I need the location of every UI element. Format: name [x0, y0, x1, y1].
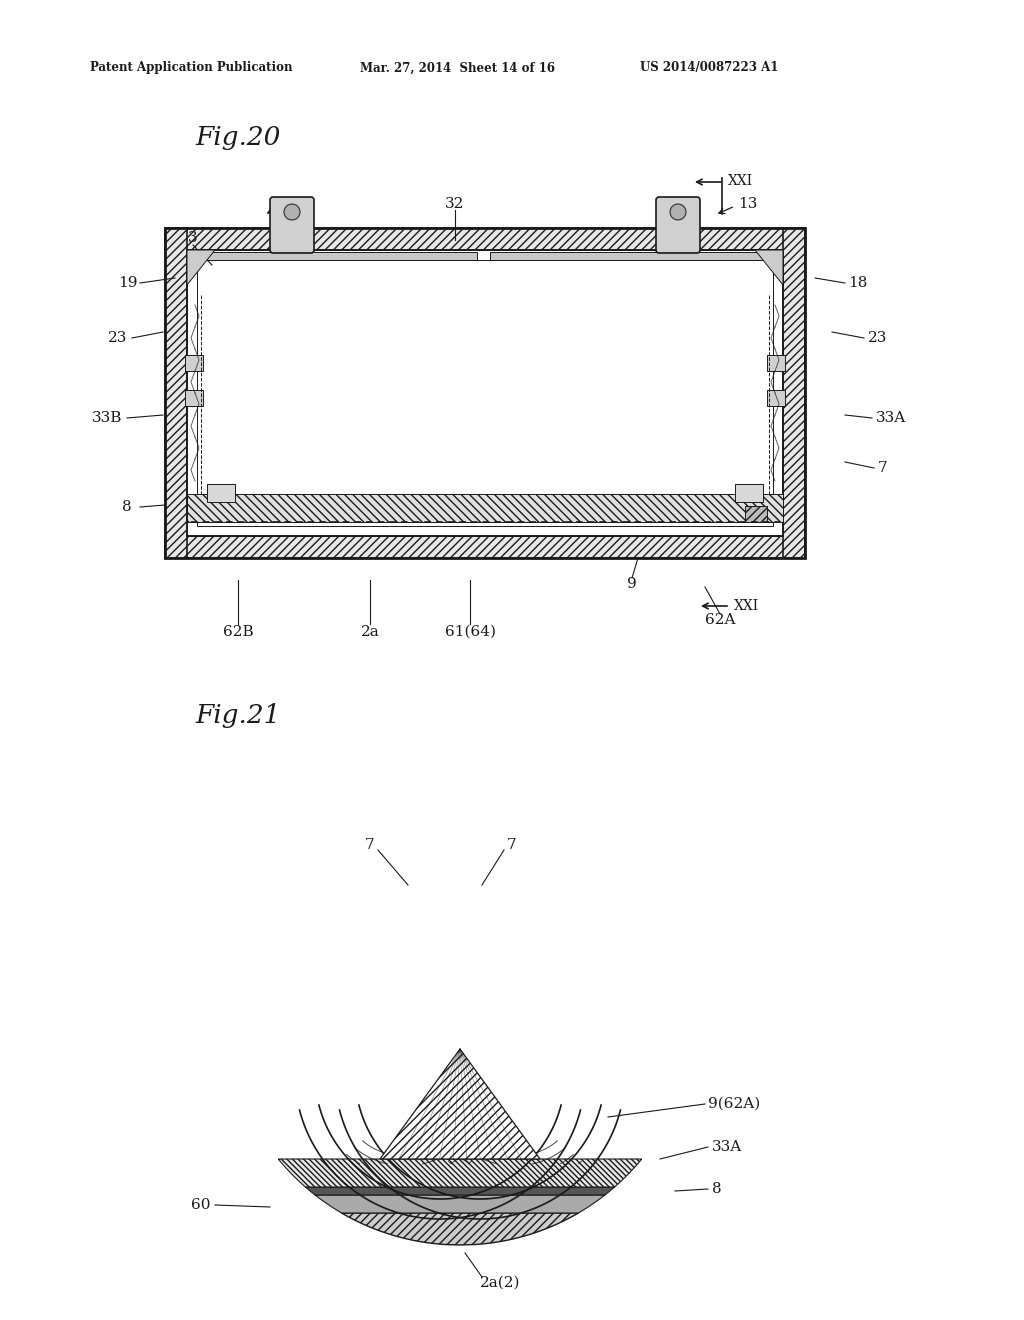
Text: 2a: 2a	[360, 624, 379, 639]
Text: 33A: 33A	[712, 1140, 742, 1154]
Text: XXI: XXI	[734, 599, 759, 612]
Text: Fig.20: Fig.20	[195, 125, 281, 150]
Bar	[187, 249, 783, 536]
Polygon shape	[380, 1049, 540, 1159]
Text: 7: 7	[366, 838, 375, 851]
Bar	[165, 228, 187, 558]
Polygon shape	[342, 1213, 579, 1245]
Bar	[783, 228, 805, 558]
Text: 33A: 33A	[876, 411, 906, 425]
Text: 62A: 62A	[705, 612, 735, 627]
Bar	[165, 536, 805, 558]
Text: US 2014/0087223 A1: US 2014/0087223 A1	[640, 62, 778, 74]
Text: 23: 23	[109, 331, 128, 345]
Bar	[783, 228, 805, 558]
Text: 23: 23	[868, 331, 888, 345]
Text: XXI: XXI	[728, 174, 753, 187]
Text: 33B: 33B	[92, 411, 122, 425]
Bar	[165, 228, 805, 249]
Bar	[767, 389, 785, 407]
Text: 60: 60	[190, 1199, 210, 1212]
Bar	[197, 260, 773, 525]
Text: 14: 14	[283, 197, 302, 211]
Text: 62B: 62B	[222, 624, 253, 639]
Bar	[745, 506, 767, 521]
Bar	[187, 494, 783, 521]
Polygon shape	[279, 1159, 642, 1187]
Bar	[185, 389, 203, 407]
FancyBboxPatch shape	[656, 197, 700, 253]
Polygon shape	[315, 1195, 605, 1213]
FancyBboxPatch shape	[270, 197, 314, 253]
Text: 2a(2): 2a(2)	[480, 1276, 520, 1290]
Text: 19: 19	[118, 276, 138, 290]
Circle shape	[225, 775, 695, 1245]
Bar	[165, 228, 187, 558]
Bar	[165, 228, 805, 249]
Text: 8: 8	[122, 500, 132, 513]
Bar	[165, 228, 805, 558]
Text: 7: 7	[507, 838, 517, 851]
Text: 3: 3	[188, 231, 198, 246]
Polygon shape	[187, 249, 215, 285]
Bar	[735, 484, 763, 502]
Text: 7: 7	[878, 461, 888, 475]
Text: Patent Application Publication: Patent Application Publication	[90, 62, 293, 74]
Bar	[490, 252, 776, 260]
Bar	[185, 355, 203, 371]
Text: 9(62A): 9(62A)	[708, 1097, 760, 1111]
Circle shape	[670, 205, 686, 220]
Bar	[165, 536, 805, 558]
Bar	[189, 252, 477, 260]
Text: 9: 9	[627, 577, 637, 591]
Text: Mar. 27, 2014  Sheet 14 of 16: Mar. 27, 2014 Sheet 14 of 16	[360, 62, 555, 74]
Polygon shape	[755, 249, 783, 285]
Bar	[767, 355, 785, 371]
Text: Fig.21: Fig.21	[195, 702, 281, 727]
Polygon shape	[305, 1187, 614, 1195]
Text: 18: 18	[848, 276, 867, 290]
Circle shape	[284, 205, 300, 220]
Text: 8: 8	[712, 1181, 722, 1196]
Text: 13: 13	[738, 197, 758, 211]
Text: 61(64): 61(64)	[444, 624, 496, 639]
Bar	[207, 484, 234, 502]
Text: 32: 32	[445, 197, 465, 211]
